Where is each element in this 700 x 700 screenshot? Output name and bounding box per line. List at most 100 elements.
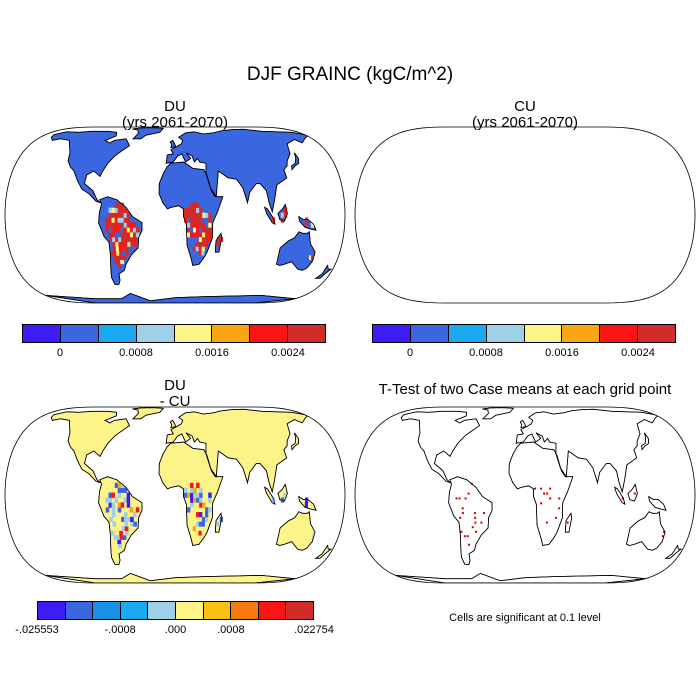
colorbar-du (22, 324, 326, 343)
grid-cell (121, 241, 126, 247)
grid-cell (195, 250, 199, 256)
grid-cell (120, 217, 125, 223)
grid-cell (480, 521, 483, 524)
grid-cell (124, 241, 129, 247)
grid-cell (117, 507, 122, 513)
coastline (298, 495, 317, 511)
grid-cell (202, 227, 206, 233)
grid-cell (129, 227, 134, 233)
grid-cell (459, 222, 463, 227)
colorbar-swatch (373, 325, 411, 342)
grid-cell (540, 227, 543, 232)
grid-cell (463, 246, 467, 251)
grid-cell (208, 497, 212, 503)
grid-cell (459, 213, 462, 218)
colorbar-tick-label: 0.0008 (119, 347, 153, 359)
grid-cell (543, 242, 546, 247)
grid-cell (462, 227, 466, 232)
grid-cell (537, 222, 540, 227)
grid-cell (205, 217, 209, 223)
grid-cell (663, 251, 665, 256)
grid-cell (486, 232, 490, 237)
figure-title: DJF GRAINC (kgC/m^2) (246, 64, 454, 85)
grid-cell (471, 208, 474, 213)
colorbar-swatch (524, 325, 563, 342)
map-ttest (354, 406, 696, 584)
grid-cell (633, 492, 636, 495)
coastline (614, 486, 626, 505)
grid-cell (184, 207, 188, 213)
grid-cell (546, 227, 549, 232)
coastline (45, 293, 296, 303)
grid-cell (119, 255, 124, 260)
grid-cell (558, 217, 561, 222)
colorbar-cu (372, 324, 676, 343)
coastline (98, 476, 143, 565)
grid-cell (311, 255, 314, 260)
grid-cell (471, 232, 475, 237)
grid-cell (474, 227, 478, 232)
grid-cell (130, 521, 134, 527)
grid-cell (111, 227, 116, 233)
grid-cell (661, 222, 664, 227)
colorbar-tick-label: 0.0024 (621, 347, 655, 359)
grid-cell (549, 237, 552, 242)
grid-cell (470, 260, 474, 265)
grid-cell (464, 497, 467, 500)
map-border (354, 126, 696, 304)
panel-cu-title: CU (yrs 2061-2070) (425, 99, 625, 131)
landmass (649, 217, 666, 231)
grid-cell (308, 255, 311, 260)
grid-cell (483, 232, 487, 237)
grid-cell (631, 213, 634, 218)
grid-cell (475, 246, 479, 251)
grid-cell (193, 492, 197, 498)
colorbar-swatch (93, 602, 121, 619)
grid-cell (621, 497, 624, 500)
grid-cell (474, 237, 478, 242)
grid-cell (474, 516, 477, 519)
grid-cell (468, 222, 472, 227)
grid-cell (634, 213, 637, 218)
panel-ttest-title: T-Test of two Case means at each grid po… (378, 381, 672, 398)
coastline (169, 419, 177, 429)
grid-cell (193, 222, 197, 228)
grid-cell (546, 492, 549, 495)
coastline (277, 483, 288, 502)
grid-cell (543, 222, 546, 227)
grid-cell (198, 241, 203, 247)
grid-cell (201, 246, 205, 252)
grid-cell (271, 217, 276, 223)
grid-cell (552, 242, 555, 247)
grid-cell (204, 516, 209, 523)
grid-cell (480, 222, 484, 227)
grid-cell (208, 507, 212, 513)
coastline (564, 512, 573, 533)
grid-cell (132, 512, 137, 518)
coastline (641, 432, 650, 451)
coastline (649, 217, 666, 231)
grid-cell (549, 222, 552, 227)
grid-cell (467, 543, 470, 546)
grid-cell (483, 242, 487, 247)
coastline (515, 408, 658, 494)
grid-cell (187, 217, 191, 223)
grid-cell (187, 222, 191, 228)
grid-cell (310, 222, 314, 228)
grid-cell (474, 242, 478, 247)
grid-cell (117, 539, 122, 545)
colorbar-swatch (286, 602, 313, 619)
grid-cell (558, 227, 561, 232)
grid-cell (190, 212, 194, 218)
grid-cell (202, 217, 206, 223)
grid-cell (552, 222, 555, 227)
grid-cell (567, 237, 570, 242)
grid-cell (462, 217, 465, 222)
colorbar-swatch (203, 602, 232, 619)
grid-cell (114, 482, 119, 489)
grid-cell (465, 227, 469, 232)
grid-cell (133, 236, 137, 243)
grid-cell (480, 242, 484, 247)
grid-cell (201, 521, 205, 527)
